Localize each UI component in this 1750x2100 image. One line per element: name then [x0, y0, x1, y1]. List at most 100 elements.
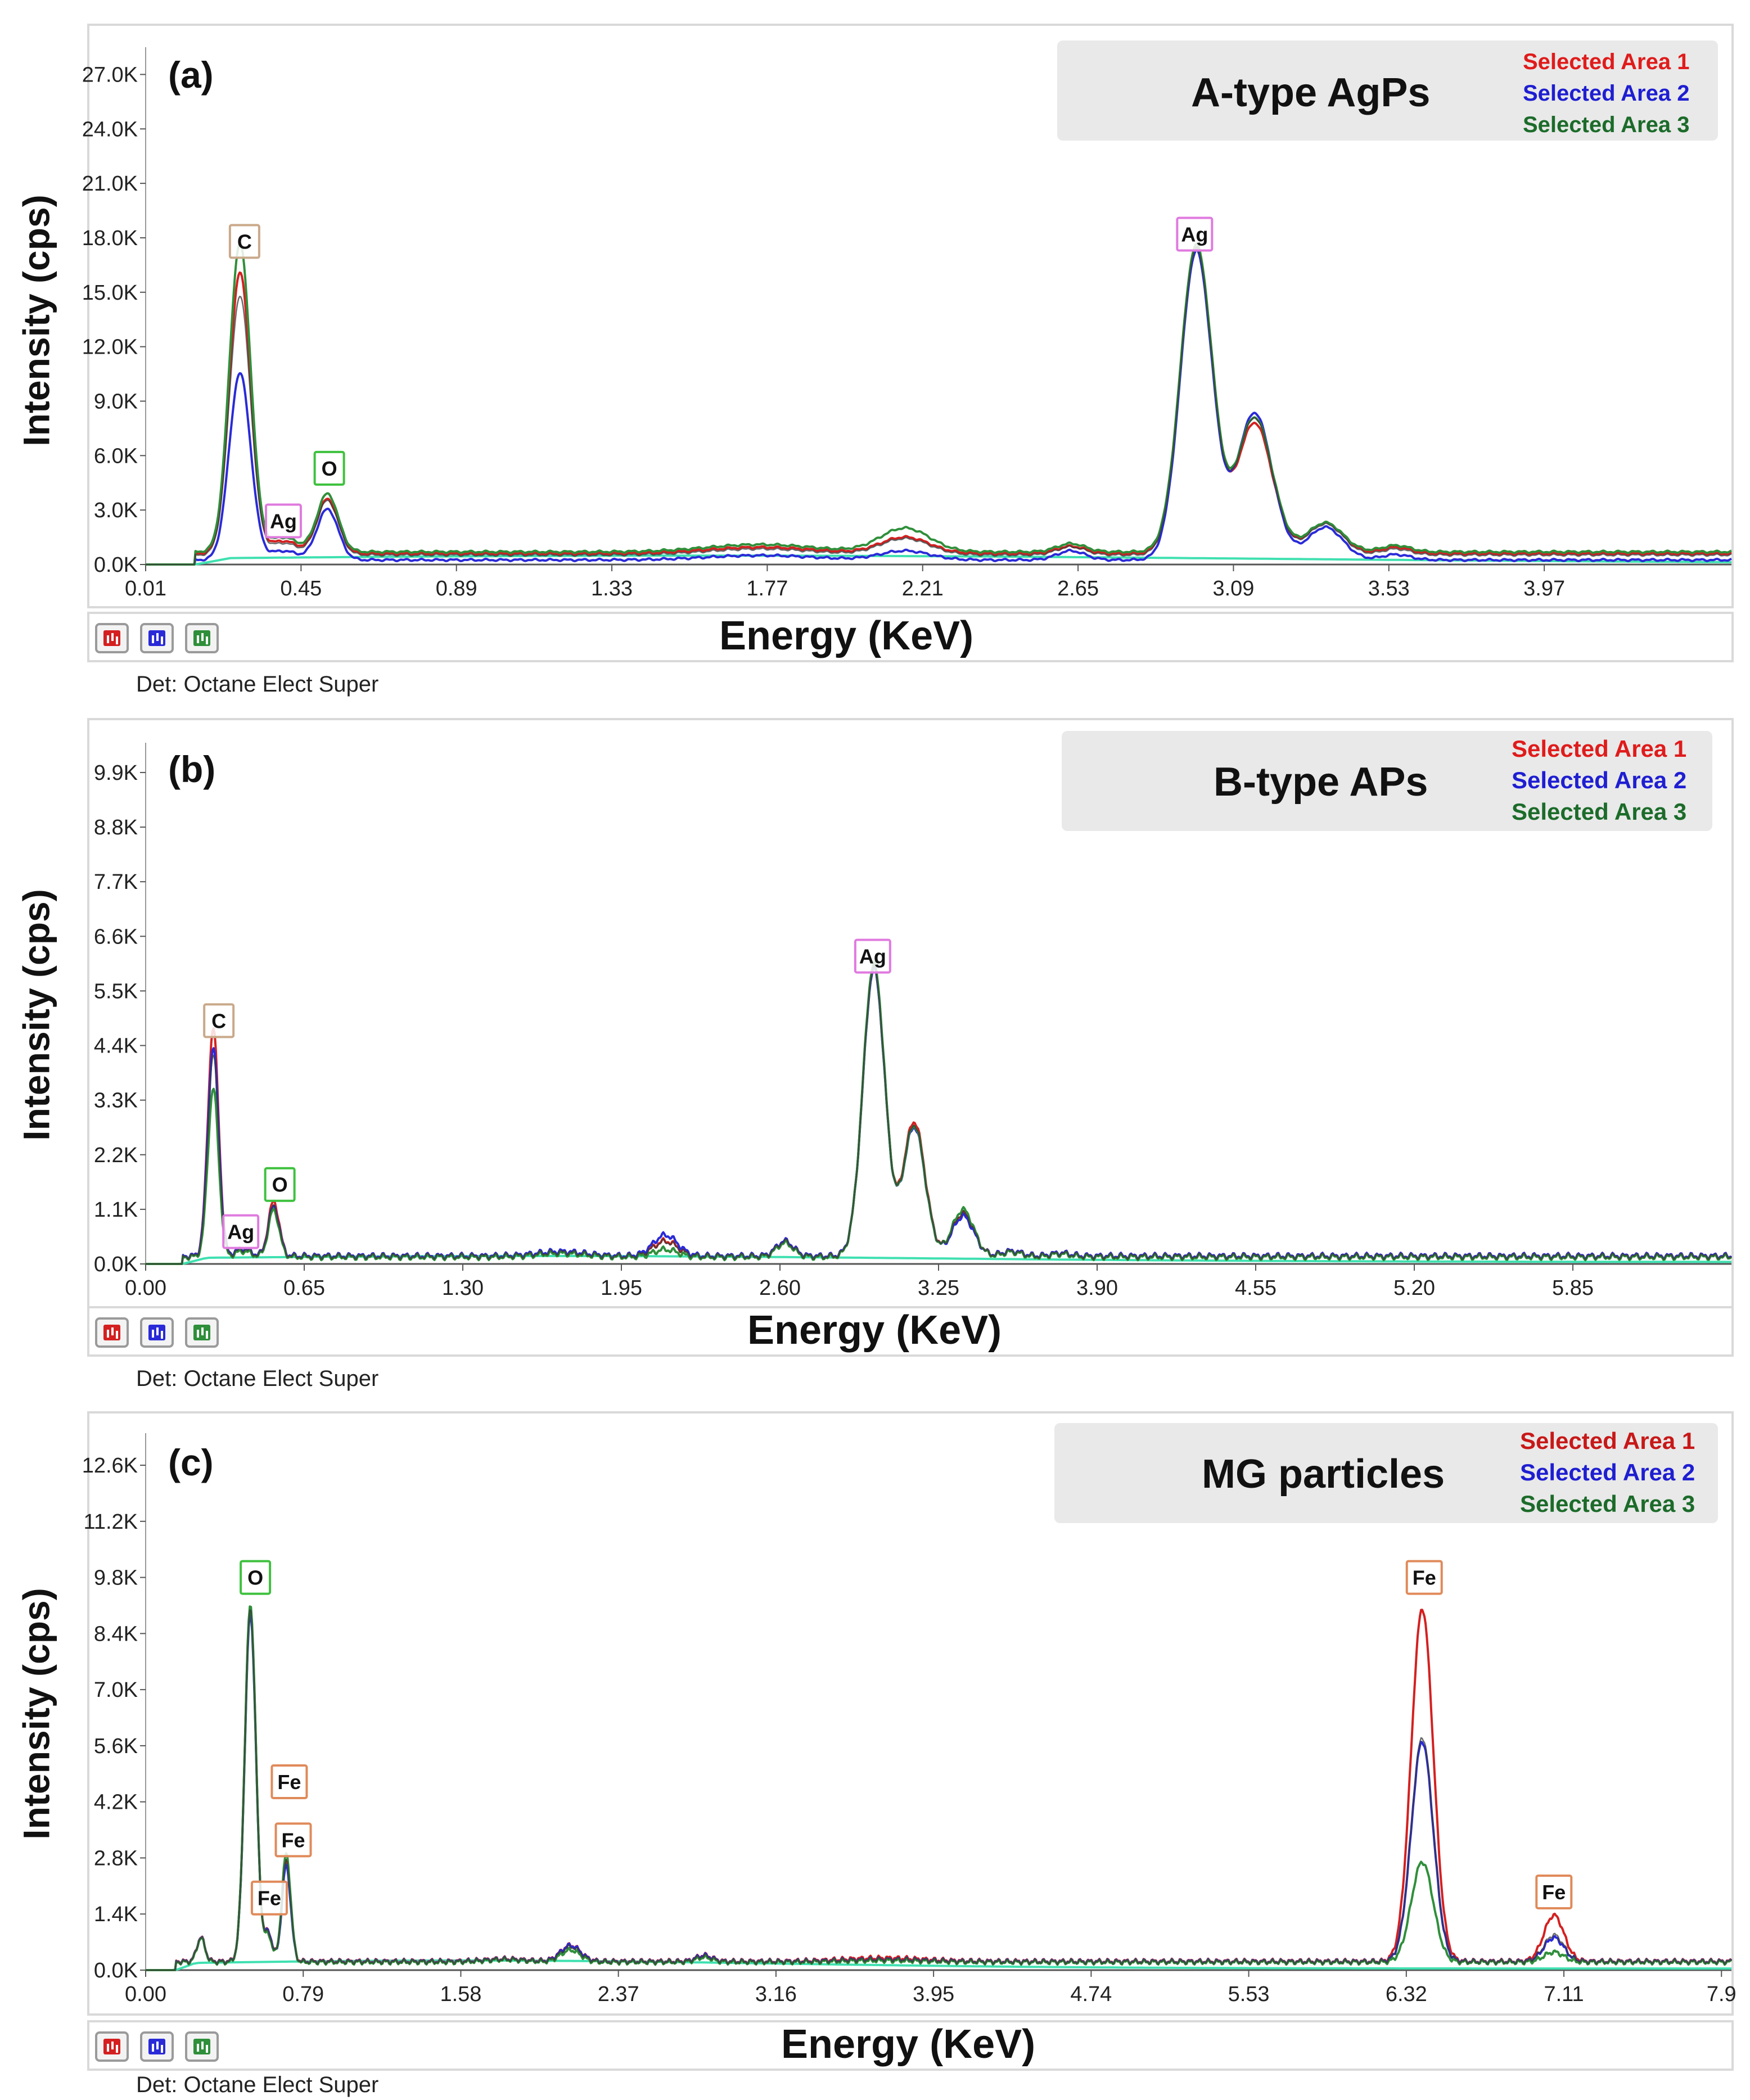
- green-spectrum-button[interactable]: [185, 2031, 219, 2062]
- x-tick-label: 6.32: [1386, 1982, 1427, 2006]
- y-tick-label: 1.4K: [94, 1903, 138, 1926]
- legend-entry-area-2: Selected Area 2: [1512, 767, 1687, 793]
- legend-entry-area-2: Selected Area 2: [1520, 1459, 1695, 1485]
- x-tick-label: 1.58: [440, 1982, 481, 2006]
- series-line-area-2: [146, 964, 1733, 1265]
- panel-b: (b) 0.0K 1.1K 2.2K 3.3K 4.4K 5.5K 6.6K 7.7K 8.8K 9…: [0, 694, 1750, 1403]
- series-line-area-1: [146, 246, 1732, 566]
- x-tick-label: 2.21: [902, 577, 944, 600]
- chart-svg-c: (c) 0.0K 1.4K 2.8K 4.2K 5.6K 7.0K 8.4K 9.8K 11.2K…: [82, 1433, 1737, 2006]
- peak-label-box: [270, 1764, 308, 1800]
- peak-label-box: [854, 938, 891, 974]
- x-tick-label: 0.89: [436, 577, 477, 600]
- y-tick-label: 6.0K: [94, 444, 138, 468]
- y-tick-label: 7.0K: [94, 1678, 138, 1702]
- plot-area-b[interactable]: (b) 0.0K 1.1K 2.2K 3.3K 4.4K 5.5K 6.6K 7.7K 8.8K 9…: [87, 718, 1734, 1311]
- peak-label-box: [264, 1167, 296, 1202]
- peak-label-fe: Fe: [270, 1764, 308, 1800]
- panel-letter: (c): [168, 1442, 214, 1483]
- x-axis-label-a: Energy (KeV): [719, 613, 974, 658]
- blue-spectrum-button[interactable]: [140, 623, 174, 653]
- green-spectrum-button[interactable]: [185, 623, 219, 653]
- peak-label-box: [222, 1214, 260, 1249]
- x-tick-label: 3.53: [1368, 577, 1410, 600]
- panel-letter: (a): [168, 54, 214, 96]
- peak-label-fe: Fe: [1535, 1875, 1573, 1910]
- y-tick-label: 3.3K: [94, 1089, 138, 1113]
- y-tick-label: 1.1K: [94, 1198, 138, 1222]
- series-line-area-2: [146, 249, 1732, 566]
- overlay-trace: [146, 246, 1732, 566]
- detector-label-a: Det: Octane Elect Super: [136, 672, 379, 697]
- x-tick-label: 7.11: [1544, 1982, 1584, 2006]
- spectrum-icon: [193, 2039, 210, 2054]
- peak-label-box: [274, 1822, 312, 1858]
- y-tick-label: 9.8K: [94, 1566, 138, 1590]
- y-tick-label: 12.6K: [82, 1454, 138, 1478]
- toolbar-a: Energy (KeV): [87, 612, 1734, 662]
- x-tick-label: 1.33: [591, 577, 633, 600]
- red-spectrum-button[interactable]: [95, 1317, 129, 1348]
- peak-label-fe: Fe: [1405, 1560, 1443, 1595]
- y-tick-label: 0.0K: [94, 1959, 138, 1982]
- red-spectrum-button[interactable]: [95, 623, 129, 653]
- red-spectrum-button[interactable]: [95, 2031, 129, 2062]
- y-tick-label: 8.8K: [94, 816, 138, 839]
- x-tick-label: 1.77: [746, 577, 788, 600]
- peak-label-text: O: [247, 1566, 263, 1589]
- y-tick-label: 24.0K: [82, 118, 138, 141]
- peak-label-text: Fe: [281, 1828, 305, 1851]
- panel-c: (c) 0.0K 1.4K 2.8K 4.2K 5.6K 7.0K 8.4K 9.8K 11.2K…: [0, 1388, 1750, 2100]
- peak-label-box: [1176, 216, 1214, 252]
- series-line-area-3: [146, 242, 1732, 566]
- y-tick-label: 2.2K: [94, 1144, 138, 1167]
- x-tick-label: 2.37: [598, 1982, 639, 2006]
- x-tick-label: 0.65: [283, 1276, 325, 1300]
- peak-label-c: C: [228, 224, 260, 259]
- peak-label-text: Fe: [277, 1771, 301, 1794]
- legend-title-c: MG particles: [1202, 1452, 1445, 1497]
- blue-spectrum-button[interactable]: [140, 1317, 174, 1348]
- x-axis-label-c: Energy (KeV): [781, 2022, 1036, 2067]
- detector-label-c: Det: Octane Elect Super: [136, 2072, 379, 2097]
- legend-entries-c: Selected Area 1 Selected Area 2 Selected…: [1520, 1426, 1695, 1519]
- x-axis-label-b: Energy (KeV): [747, 1308, 1002, 1353]
- peak-label-box: [1405, 1560, 1443, 1595]
- peak-label-text: Fe: [258, 1887, 281, 1910]
- peak-label-text: C: [237, 230, 252, 253]
- peak-label-text: O: [272, 1173, 288, 1196]
- y-tick-label: 15.0K: [82, 281, 138, 305]
- legend-entry-area-2: Selected Area 2: [1523, 81, 1690, 106]
- background-trace: [146, 1959, 1731, 1971]
- peak-label-text: Fe: [1542, 1881, 1566, 1904]
- series-line-area-1: [146, 964, 1733, 1265]
- peak-label-box: [264, 503, 302, 539]
- peak-label-ag: Ag: [222, 1214, 260, 1249]
- y-tick-label: 9.9K: [94, 761, 138, 785]
- spectrum-icon: [103, 630, 120, 646]
- legend-entry-area-1: Selected Area 1: [1523, 49, 1690, 74]
- x-tick-label: 3.16: [755, 1982, 797, 2006]
- peak-label-box: [313, 450, 345, 486]
- series-line-area-3: [146, 960, 1732, 1265]
- peak-label-ag: Ag: [1176, 216, 1214, 252]
- x-tick-label: 3.90: [1076, 1276, 1118, 1300]
- blue-spectrum-button[interactable]: [140, 2031, 174, 2062]
- x-tick-label: 4.74: [1070, 1982, 1112, 2006]
- legend-entry-area-3: Selected Area 3: [1520, 1491, 1695, 1517]
- x-tick-label: 0.00: [125, 1276, 166, 1300]
- legend-title-a: A-type AgPs: [1191, 70, 1431, 115]
- y-tick-label: 18.0K: [82, 227, 138, 250]
- green-spectrum-button[interactable]: [185, 1317, 219, 1348]
- series-line-area-2: [146, 1613, 1733, 1971]
- spectrum-icon: [148, 630, 165, 646]
- legend-entry-area-1: Selected Area 1: [1512, 735, 1687, 762]
- y-tick-label: 11.2K: [84, 1510, 138, 1534]
- peak-label-o: O: [240, 1560, 272, 1595]
- x-tick-label: 1.95: [601, 1276, 642, 1300]
- chart-svg-a: (a) 0.0K 3.0K 6.0K 9.0K 12.0K 15.0K 18.0K 21.0K 2…: [82, 47, 1732, 600]
- peak-label-box: [228, 224, 260, 259]
- legend-entries-a: Selected Area 1 Selected Area 2 Selected…: [1523, 47, 1689, 139]
- detector-label-b: Det: Octane Elect Super: [136, 1366, 379, 1391]
- y-tick-label: 9.0K: [94, 390, 138, 413]
